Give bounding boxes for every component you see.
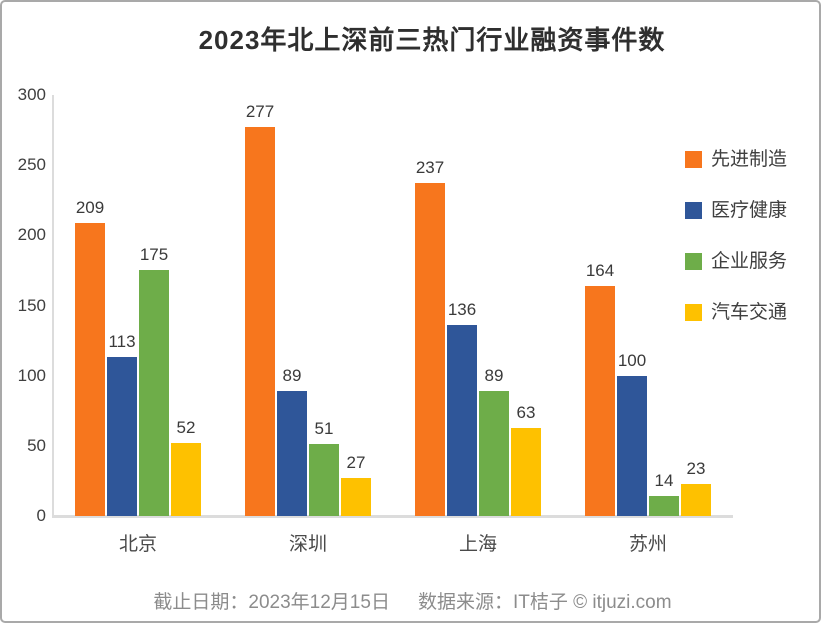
y-tick-label: 50 [27, 435, 46, 455]
bar-value-label: 51 [314, 419, 334, 438]
bar-value-label: 63 [516, 403, 536, 422]
bar-北京-先进制造 [75, 223, 105, 516]
y-tick-label: 250 [17, 155, 46, 175]
bar-上海-医疗健康 [447, 325, 477, 516]
bar-北京-汽车交通 [171, 443, 201, 516]
chart-footer: 截止日期：2023年12月15日 数据来源：IT桔子 © itjuzi.com [2, 587, 821, 614]
bar-上海-企业服务 [479, 391, 509, 516]
footer-source-label: 数据来源：IT桔子 © itjuzi.com [417, 592, 672, 613]
bar-苏州-先进制造 [585, 286, 615, 516]
x-category-label-深圳: 深圳 [288, 534, 327, 555]
bar-value-label: 175 [139, 245, 169, 264]
x-category-label-苏州: 苏州 [628, 534, 667, 555]
bar-value-label: 277 [245, 102, 275, 121]
bar-苏州-企业服务 [649, 496, 679, 516]
footer-date-label: 截止日期：2023年12月15日 [153, 592, 390, 613]
bar-value-label: 89 [282, 366, 302, 385]
bar-value-label: 23 [686, 459, 706, 478]
bar-value-label: 27 [346, 453, 366, 472]
legend-swatch-icon [685, 202, 702, 219]
bar-北京-企业服务 [139, 270, 169, 516]
bar-上海-先进制造 [415, 183, 445, 516]
legend-swatch-icon [685, 253, 702, 270]
bar-value-label: 52 [176, 418, 196, 437]
bar-value-label: 14 [654, 471, 674, 490]
bar-北京-医疗健康 [107, 357, 137, 516]
bar-苏州-医疗健康 [617, 376, 647, 516]
bar-value-label: 164 [585, 261, 615, 280]
bar-深圳-企业服务 [309, 444, 339, 516]
bar-value-label: 113 [108, 332, 136, 351]
x-category-label-上海: 上海 [458, 534, 497, 555]
bar-深圳-先进制造 [245, 127, 275, 516]
y-tick-label: 0 [36, 506, 46, 525]
y-tick-label: 200 [17, 225, 46, 245]
chart-title: 2023年北上深前三热门行业融资事件数 [198, 25, 666, 55]
x-axis-line [52, 515, 733, 518]
x-category-label-北京: 北京 [118, 534, 157, 555]
bar-深圳-医疗健康 [277, 391, 307, 516]
y-tick-label: 150 [17, 295, 46, 315]
legend-swatch-icon [685, 151, 702, 168]
y-tick-label: 100 [17, 365, 46, 385]
legend-label: 先进制造 [711, 149, 788, 170]
legend-label: 企业服务 [711, 251, 788, 272]
y-tick-label: 300 [17, 85, 46, 104]
legend-label: 医疗健康 [711, 200, 788, 221]
bar-value-label: 136 [447, 300, 477, 319]
legend-label: 汽车交通 [711, 302, 788, 323]
bar-苏州-汽车交通 [681, 484, 711, 516]
bar-value-label: 209 [75, 198, 105, 217]
legend-swatch-icon [685, 304, 702, 321]
bar-value-label: 237 [415, 158, 445, 177]
bar-value-label: 100 [617, 351, 647, 370]
y-axis-line [52, 95, 54, 516]
bar-上海-汽车交通 [511, 428, 541, 516]
bar-value-label: 89 [484, 366, 504, 385]
bar-深圳-汽车交通 [341, 478, 371, 516]
